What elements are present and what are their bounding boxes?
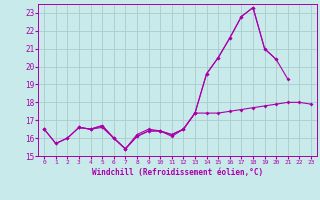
X-axis label: Windchill (Refroidissement éolien,°C): Windchill (Refroidissement éolien,°C) bbox=[92, 168, 263, 177]
